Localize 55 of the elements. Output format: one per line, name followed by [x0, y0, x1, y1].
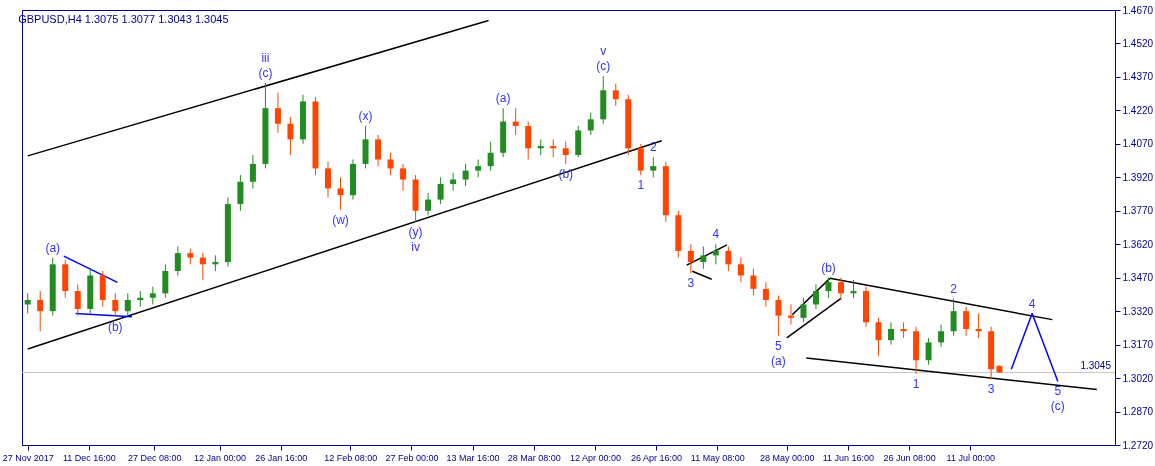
- x-tick-label: 26 Jan 16:00: [255, 452, 308, 463]
- annotation: (y): [408, 224, 423, 239]
- annotation: 2: [950, 281, 958, 296]
- x-tick-label: 28 May 00:00: [759, 452, 815, 463]
- y-tick-label: 1.2870: [1122, 406, 1154, 418]
- annotation: (w): [332, 212, 349, 227]
- annotation: 1: [637, 178, 645, 193]
- y-tick-label: 1.4370: [1122, 71, 1154, 83]
- x-tick-label: 27 Dec 08:00: [127, 452, 182, 463]
- y-tick-label: 1.3920: [1122, 171, 1154, 183]
- y-tick-label: 1.3320: [1122, 305, 1154, 317]
- annotation: 4: [712, 227, 720, 242]
- y-tick-label: 1.3020: [1122, 372, 1154, 384]
- x-tick-label: 26 Jun 08:00: [883, 452, 936, 463]
- x-tick-label: 27 Nov 2017: [2, 452, 54, 463]
- ref-line-label: 1.3045: [1080, 359, 1112, 371]
- annotation: iii: [261, 50, 270, 65]
- x-tick-label: 26 Apr 16:00: [631, 452, 683, 463]
- y-tick-label: 1.3770: [1122, 205, 1154, 217]
- annotation: (a): [495, 91, 511, 106]
- y-tick-label: 1.2720: [1122, 439, 1154, 451]
- y-tick-label: 1.4520: [1122, 37, 1154, 49]
- annotation: 2: [649, 140, 657, 155]
- annotation: 5: [775, 338, 783, 353]
- y-tick-label: 1.4070: [1122, 138, 1154, 150]
- annotation: (c): [596, 59, 611, 74]
- x-tick-label: 13 Mar 16:00: [446, 452, 500, 463]
- annotation: (a): [45, 240, 61, 255]
- annotation: (x): [358, 109, 373, 123]
- x-tick-label: 11 Jul 00:00: [946, 452, 995, 463]
- x-tick-label: 27 Feb 00:00: [385, 452, 439, 463]
- annotation: (b): [107, 319, 123, 334]
- x-tick-label: 11 Jun 16:00: [822, 452, 875, 463]
- annotation: (c): [258, 65, 273, 80]
- annotation: 3: [687, 276, 695, 291]
- y-tick-label: 1.3620: [1122, 238, 1154, 250]
- annotation: 1: [912, 376, 920, 391]
- annotation: 3: [987, 382, 995, 397]
- annotation: (b): [821, 260, 836, 275]
- x-tick-label: 12 Jan 00:00: [194, 452, 247, 463]
- y-tick-label: 1.3170: [1122, 339, 1154, 351]
- x-tick-label: 12 Feb 08:00: [324, 452, 378, 463]
- annotation: 4: [1028, 296, 1036, 311]
- y-tick-label: 1.4670: [1122, 4, 1154, 16]
- annotation: (c): [1050, 399, 1065, 414]
- x-tick-label: 11 Dec 16:00: [62, 452, 116, 463]
- y-tick-label: 1.3470: [1122, 272, 1154, 284]
- annotation: (a): [771, 353, 786, 368]
- x-tick-label: 28 Mar 08:00: [507, 452, 561, 463]
- x-tick-label: 12 Apr 00:00: [569, 452, 621, 463]
- x-tick-label: 11 May 08:00: [690, 452, 745, 463]
- annotation: 5: [1054, 384, 1062, 399]
- annotation: iv: [411, 239, 420, 254]
- y-tick-label: 1.4220: [1122, 104, 1154, 116]
- annotation: v: [600, 44, 607, 59]
